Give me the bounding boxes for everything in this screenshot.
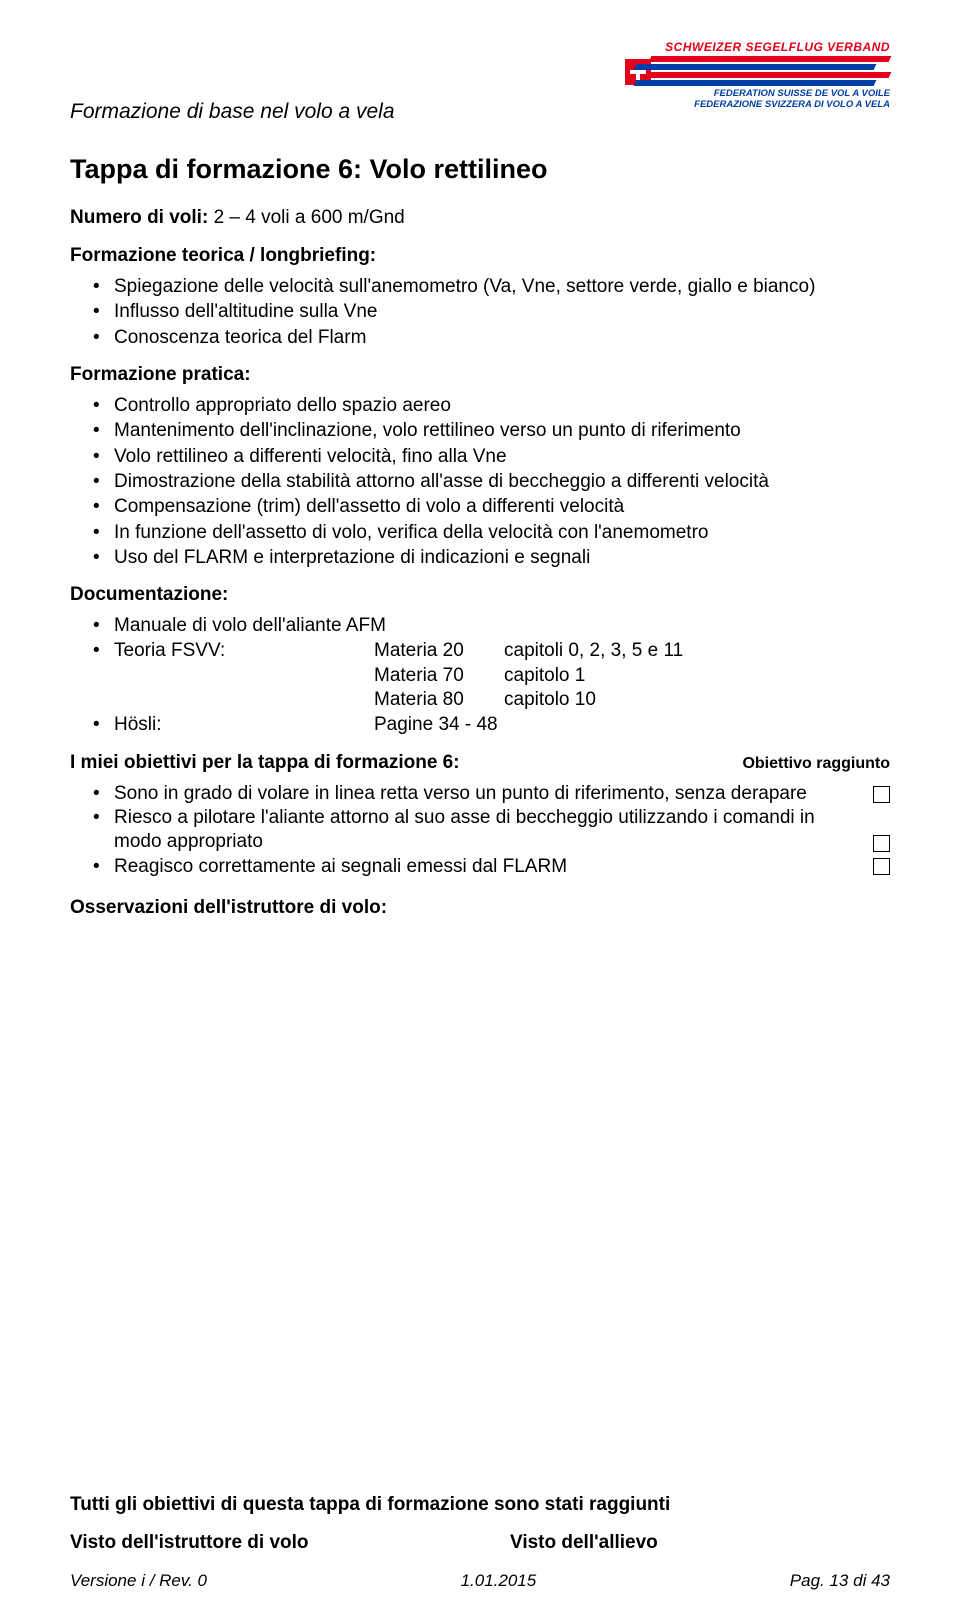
doc-teoria-label: Teoria FSVV:: [114, 639, 374, 663]
list-item: Influsso dell'altitudine sulla Vne: [70, 300, 890, 324]
doc-hosli-value: Pagine 34 - 48: [374, 713, 498, 737]
list-item: Hösli: Pagine 34 - 48: [70, 713, 890, 737]
list-item: In funzione dell'assetto di volo, verifi…: [70, 521, 890, 545]
footer-date: 1.01.2015: [461, 1571, 537, 1591]
doc-title: Formazione di base nel volo a vela: [70, 40, 395, 124]
section-documentazione: Documentazione:: [70, 584, 890, 606]
list-item: Manuale di volo dell'aliante AFM: [70, 614, 890, 638]
federation-logo: SCHWEIZER SEGELFLUG VERBAND FEDERATION S…: [580, 40, 890, 111]
list-item: Uso del FLARM e interpretazione di indic…: [70, 546, 890, 570]
list-item: Volo rettilineo a differenti velocità, f…: [70, 445, 890, 469]
objectives-list: Sono in grado di volare in linea retta v…: [70, 782, 890, 879]
objective-checkbox[interactable]: [873, 858, 890, 875]
doc-capitoli: capitolo 1: [504, 664, 585, 688]
pratica-list: Controllo appropriato dello spazio aereo…: [70, 394, 890, 570]
doc-materia: Materia 80: [374, 688, 504, 712]
logo-text-de: SCHWEIZER SEGELFLUG VERBAND: [580, 40, 890, 54]
logo-text-it: FEDERAZIONE SVIZZERA DI VOLO A VELA: [580, 99, 890, 110]
objective-item: Sono in grado di volare in linea retta v…: [70, 782, 890, 806]
signature-block: Tutti gli obiettivi di questa tappa di f…: [70, 1494, 890, 1554]
observations-heading: Osservazioni dell'istruttore di volo:: [70, 897, 890, 919]
num-voli-value: 2 – 4 voli a 600 m/Gnd: [208, 207, 404, 228]
page-header: Formazione di base nel volo a vela SCHWE…: [70, 40, 890, 124]
page-footer: Versione i / Rev. 0 1.01.2015 Pag. 13 di…: [70, 1571, 890, 1591]
list-item: Conoscenza teorica del Flarm: [70, 326, 890, 350]
doc-materia: Materia 70: [374, 664, 504, 688]
list-item: Dimostrazione della stabilità attorno al…: [70, 470, 890, 494]
objective-checkbox[interactable]: [873, 835, 890, 852]
num-voli-label: Numero di voli:: [70, 207, 208, 228]
section-longbriefing: Formazione teorica / longbriefing:: [70, 245, 890, 267]
list-item: Spiegazione delle velocità sull'anemomet…: [70, 275, 890, 299]
visto-allievo: Visto dell'allievo: [510, 1532, 658, 1554]
doc-capitoli: capitoli 0, 2, 3, 5 e 11: [504, 639, 683, 663]
objective-text: Sono in grado di volare in linea retta v…: [114, 783, 807, 804]
objective-text: Riesco a pilotare l'aliante attorno al s…: [114, 807, 815, 852]
doc-hosli-label: Hösli:: [114, 713, 374, 737]
objective-text: Reagisco correttamente ai segnali emessi…: [114, 856, 567, 877]
section-pratica: Formazione pratica:: [70, 364, 890, 386]
longbriefing-list: Spiegazione delle velocità sull'anemomet…: [70, 275, 890, 350]
visto-istruttore: Visto dell'istruttore di volo: [70, 1532, 510, 1554]
list-item: Compensazione (trim) dell'assetto di vol…: [70, 495, 890, 519]
logo-text-fr: FEDERATION SUISSE DE VOL A VOILE: [580, 88, 890, 99]
page-title: Tappa di formazione 6: Volo rettilineo: [70, 154, 890, 185]
num-voli-line: Numero di voli: 2 – 4 voli a 600 m/Gnd: [70, 207, 890, 229]
footer-version: Versione i / Rev. 0: [70, 1571, 207, 1591]
objective-checkbox[interactable]: [873, 786, 890, 803]
objectives-reached-label: Obiettivo raggiunto: [742, 755, 890, 773]
objective-item: Riesco a pilotare l'aliante attorno al s…: [70, 806, 890, 855]
objectives-title: I miei obiettivi per la tappa di formazi…: [70, 752, 460, 774]
documentazione-list: Manuale di volo dell'aliante AFM Teoria …: [70, 614, 890, 738]
objective-item: Reagisco correttamente ai segnali emessi…: [70, 855, 890, 879]
doc-capitoli: capitolo 10: [504, 688, 596, 712]
list-item: Mantenimento dell'inclinazione, volo ret…: [70, 419, 890, 443]
footer-page: Pag. 13 di 43: [790, 1571, 890, 1591]
objectives-header: I miei obiettivi per la tappa di formazi…: [70, 752, 890, 774]
logo-stripes-icon: [620, 56, 890, 86]
all-objectives-text: Tutti gli obiettivi di questa tappa di f…: [70, 1494, 890, 1516]
doc-materia: Materia 20: [374, 639, 504, 663]
list-item: Controllo appropriato dello spazio aereo: [70, 394, 890, 418]
list-item: Teoria FSVV: Materia 20 capitoli 0, 2, 3…: [70, 639, 890, 712]
